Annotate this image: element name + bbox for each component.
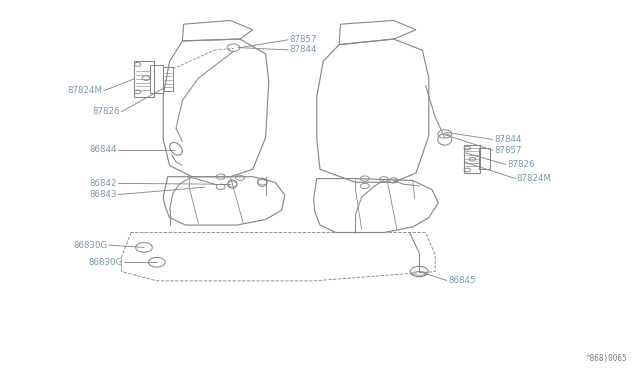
- Text: 87844: 87844: [289, 45, 317, 54]
- Text: 86842: 86842: [90, 179, 117, 188]
- Text: 87844: 87844: [494, 135, 522, 144]
- Text: 87824M: 87824M: [516, 174, 552, 183]
- Bar: [163, 67, 173, 91]
- Text: 87826: 87826: [507, 160, 534, 169]
- Text: 86844: 86844: [90, 145, 117, 154]
- Text: 86843: 86843: [90, 190, 117, 199]
- Bar: [150, 65, 163, 93]
- Text: ^868)0065: ^868)0065: [586, 354, 627, 363]
- Text: 87824M: 87824M: [67, 86, 102, 95]
- Bar: [464, 145, 480, 173]
- Text: 87857: 87857: [494, 146, 522, 155]
- Text: 87826: 87826: [93, 107, 120, 116]
- Text: 86830G: 86830G: [88, 258, 122, 267]
- Text: 86845: 86845: [448, 276, 476, 285]
- Text: 87857: 87857: [289, 35, 317, 44]
- Text: 86830G: 86830G: [73, 241, 108, 250]
- Bar: [479, 148, 490, 169]
- Bar: [134, 61, 154, 97]
